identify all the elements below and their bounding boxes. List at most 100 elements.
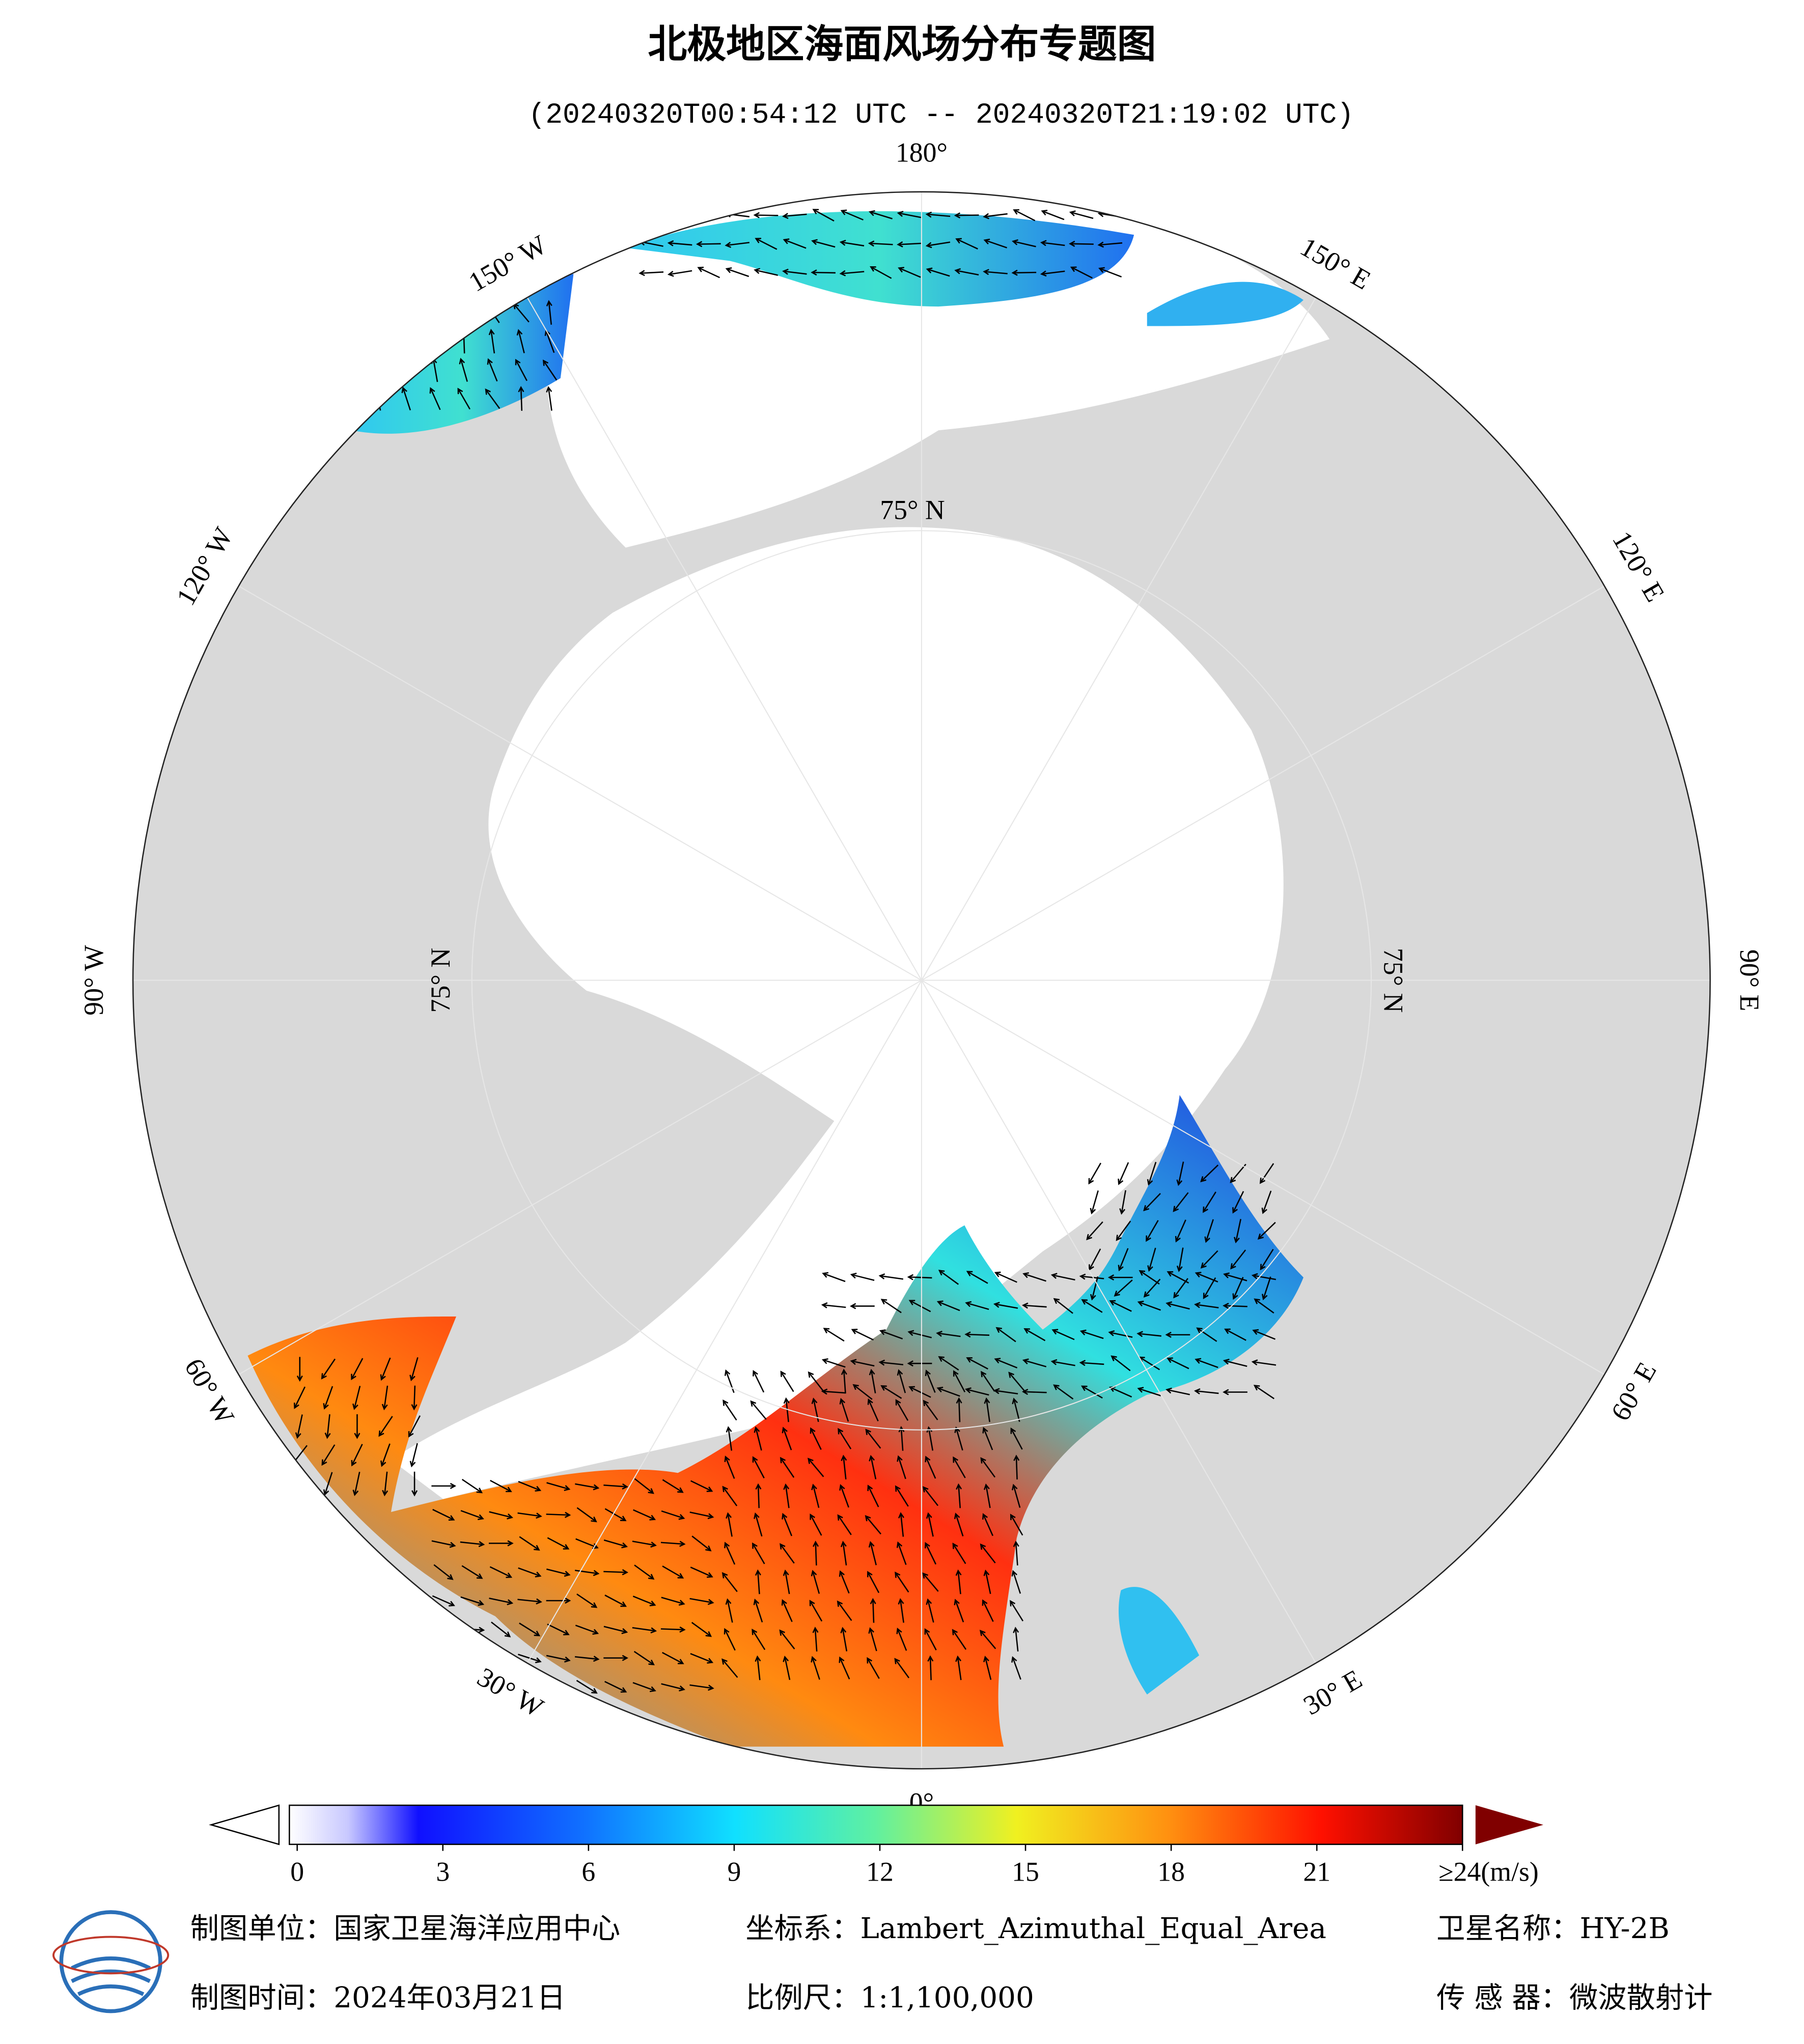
wind-arrow xyxy=(1167,1357,1189,1369)
wind-arrow xyxy=(633,1650,655,1666)
wind-arrow xyxy=(690,1480,713,1492)
wind-arrow xyxy=(1021,1388,1047,1395)
wind-arrow xyxy=(725,1598,733,1623)
wind-arrow xyxy=(813,1541,819,1566)
wind-arrow xyxy=(755,1569,761,1594)
wind-arrow xyxy=(1010,1514,1023,1536)
wind-arrow xyxy=(966,1271,988,1284)
wind-arrow xyxy=(936,1330,961,1337)
longitude-label: 120° W xyxy=(170,522,239,610)
wind-arrow xyxy=(839,1570,850,1594)
wind-arrow xyxy=(895,1571,909,1593)
wind-arrow xyxy=(752,1456,765,1478)
wind-arrow xyxy=(839,1656,850,1679)
wind-arrow xyxy=(867,1485,879,1507)
wind-arrow xyxy=(1251,1273,1276,1280)
wind-arrow xyxy=(1023,1328,1046,1341)
wind-arrow xyxy=(724,1628,736,1651)
wind-arrow xyxy=(1203,1191,1216,1213)
wind-arrow xyxy=(1011,1570,1021,1594)
wind-arrow xyxy=(783,1656,791,1681)
wind-arrow xyxy=(604,1594,627,1607)
wind-arrow xyxy=(954,1599,964,1622)
wind-arrow xyxy=(1118,1162,1129,1185)
wind-arrow xyxy=(634,1564,655,1580)
wind-arrow xyxy=(323,1472,333,1496)
wind-arrow xyxy=(661,1651,684,1664)
wind-arrow xyxy=(401,386,411,411)
wind-arrow xyxy=(324,1414,331,1439)
wind-arrow xyxy=(1232,1277,1244,1300)
footer-scale: 比例尺：1:1,100,000 xyxy=(745,1981,1034,2014)
wind-arrow xyxy=(431,1627,456,1634)
wind-arrow xyxy=(1143,1278,1161,1298)
wind-arrow xyxy=(956,1483,962,1508)
wind-arrow xyxy=(323,1386,334,1410)
wind-arrow xyxy=(1022,1358,1047,1367)
wind-arrow xyxy=(810,1513,822,1536)
wind-arrow xyxy=(519,1622,541,1637)
wind-arrow xyxy=(1251,1359,1276,1366)
footer-sensor: 传 感 器：微波散射计 xyxy=(1436,1981,1712,2014)
wind-arrow xyxy=(981,1370,995,1392)
wind-arrow xyxy=(429,301,440,324)
wind-arrow xyxy=(1259,1163,1274,1184)
wind-arrow xyxy=(1109,1300,1132,1312)
wind-arrow xyxy=(433,1564,454,1580)
wind-patch-atlantic xyxy=(247,1095,1303,1747)
meridian xyxy=(526,297,922,981)
arctic-ocean xyxy=(391,527,1284,1499)
wind-arrow xyxy=(603,1483,628,1490)
wind-arrow xyxy=(660,1626,686,1633)
wind-arrow xyxy=(1252,1329,1276,1340)
wind-arrow xyxy=(576,1593,598,1608)
wind-arrow xyxy=(897,1369,906,1393)
wind-arrow xyxy=(755,238,778,250)
wind-arrow xyxy=(936,1386,960,1397)
wind-arrow xyxy=(938,1270,959,1285)
wind-arrow xyxy=(867,1657,880,1679)
wind-arrow xyxy=(895,1399,909,1421)
wind-arrow xyxy=(851,1329,874,1341)
colorbar-under xyxy=(209,1804,280,1845)
wind-arrow xyxy=(924,1542,937,1565)
wind-arrow xyxy=(457,387,470,410)
colorbar-tick-label: 3 xyxy=(436,1857,450,1887)
meridian xyxy=(238,585,922,981)
wind-arrow xyxy=(1200,1250,1218,1269)
wind-arrow xyxy=(433,1650,454,1666)
wind-arrow xyxy=(955,238,978,250)
wind-arrow xyxy=(994,1358,1018,1369)
wind-arrow xyxy=(1050,1273,1075,1281)
wind-arrow xyxy=(295,1414,303,1439)
wind-arrow xyxy=(994,1271,1017,1283)
wind-arrow xyxy=(898,1512,904,1537)
wind-arrow xyxy=(850,1359,875,1367)
wind-arrow xyxy=(868,240,893,247)
wind-arrow xyxy=(926,1598,934,1623)
wind-arrow xyxy=(351,1444,363,1467)
wind-arrow xyxy=(753,1369,765,1393)
wind-arrow xyxy=(865,1429,881,1449)
wind-arrow xyxy=(432,1682,456,1693)
wind-arrow xyxy=(868,1627,877,1651)
wind-arrow xyxy=(1013,1627,1019,1651)
colorbar-tick-label: 15 xyxy=(1012,1857,1039,1887)
wind-arrow xyxy=(1053,1298,1073,1314)
wind-arrow xyxy=(869,1454,877,1479)
wind-arrow xyxy=(1069,240,1094,247)
wind-arrow xyxy=(812,209,835,222)
wind-arrow xyxy=(403,357,409,382)
wind-arrow xyxy=(1010,1600,1024,1621)
wind-arrow xyxy=(640,209,663,221)
wind-arrow xyxy=(923,1399,938,1420)
wind-arrow xyxy=(782,1426,792,1450)
wind-arrow xyxy=(1040,270,1065,277)
wind-arrow xyxy=(821,1388,846,1395)
wind-arrow xyxy=(725,267,750,277)
wind-arrow xyxy=(604,1508,627,1522)
wind-arrow xyxy=(689,1598,714,1605)
longitude-label: 30° W xyxy=(473,1661,549,1723)
wind-arrow xyxy=(1070,266,1093,279)
wind-arrow xyxy=(321,1358,336,1380)
